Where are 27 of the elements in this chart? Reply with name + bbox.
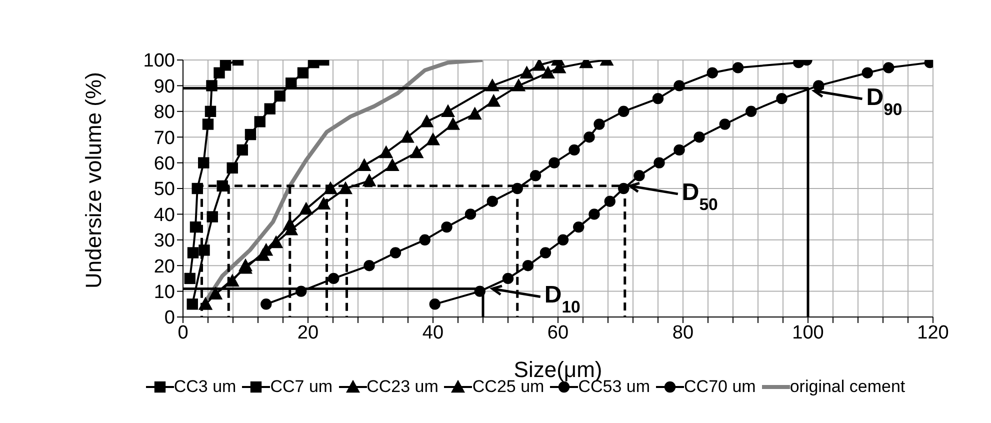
legend-label: original cement (790, 377, 906, 397)
annotation: D$_{90}$ (866, 84, 902, 118)
annotation: D$_{50}$ (682, 178, 718, 214)
y-tick-label: 30 (154, 230, 175, 252)
x-tick-label: 40 (422, 322, 444, 344)
annotation: D$_{10}$ (544, 282, 580, 316)
x-tick-label: 80 (672, 322, 694, 344)
y-tick-label: 60 (154, 154, 175, 175)
legend-label: CC23 um (366, 377, 438, 397)
y-tick-label: 90 (154, 76, 175, 98)
legend-label: CC3 um (174, 377, 236, 397)
x-tick-label: 100 (792, 322, 824, 344)
x-tick-label: 60 (547, 322, 569, 344)
x-tick-label: 20 (297, 322, 319, 344)
y-tick-label: 20 (154, 256, 175, 278)
y-tick-label: 40 (154, 204, 175, 226)
x-tick-label: 0 (178, 322, 188, 344)
y-tick-label: 50 (154, 179, 175, 200)
legend-label: CC70 um (684, 377, 756, 397)
legend-label: CC7 um (270, 377, 333, 397)
y-axis-title: Undersize volume (%) (80, 72, 106, 288)
y-tick-label: 70 (154, 128, 175, 149)
y-tick-label: 80 (154, 102, 175, 124)
y-tick-label: 0 (164, 308, 175, 329)
x-tick-label: 120 (917, 322, 949, 344)
y-tick-label: 10 (154, 282, 175, 304)
y-tick-label: 100 (143, 50, 175, 72)
